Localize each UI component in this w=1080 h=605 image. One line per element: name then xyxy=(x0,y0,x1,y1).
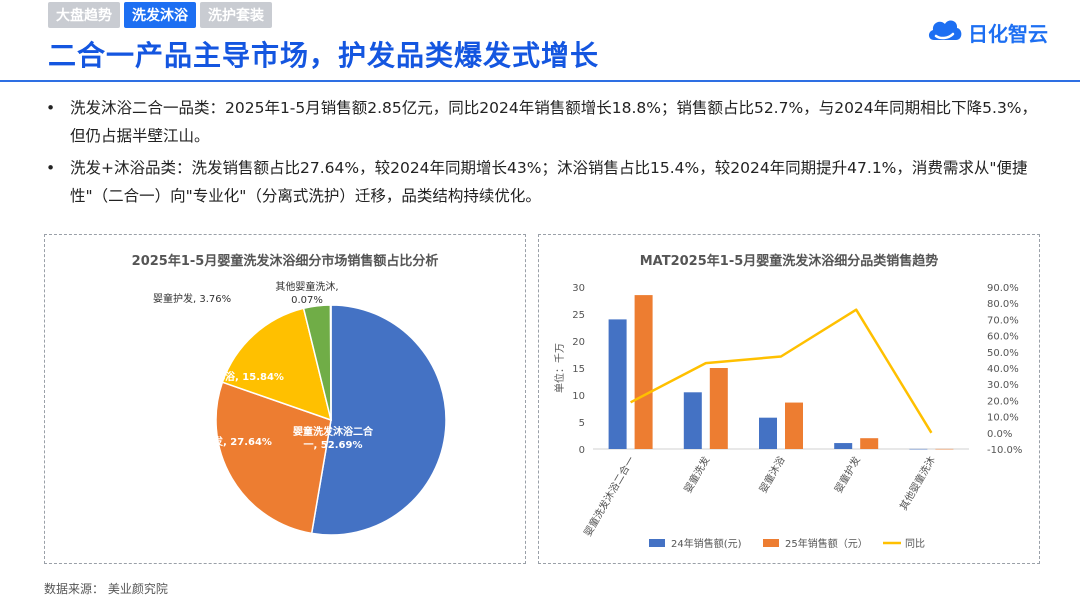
bar-0-0 xyxy=(608,319,627,449)
x-tick-label: 其他婴童洗沐 xyxy=(897,454,938,512)
tab-care-set[interactable]: 洗护套装 xyxy=(200,2,272,28)
pie-label-4: 其他婴童洗沐, 0.07% xyxy=(275,280,338,306)
bar-1-1 xyxy=(709,368,728,449)
data-source: 数据来源： 美业颜究院 xyxy=(44,582,168,596)
x-tick-label: 婴童沐浴 xyxy=(756,454,787,495)
bar-1-0 xyxy=(634,295,653,449)
bullet-list: 洗发沐浴二合一品类：2025年1-5月销售额2.85亿元，同比2024年销售额增… xyxy=(44,94,1044,214)
pie-slice-1 xyxy=(215,381,332,535)
y2-tick-label: 90.0% xyxy=(987,283,1019,294)
y2-tick-label: -10.0% xyxy=(987,445,1022,456)
bullet-item-shampoo-bath: 洗发+沐浴品类：洗发销售额占比27.64%，较2024年同期增长43%；沐浴销售… xyxy=(44,154,1044,210)
y2-tick-label: 20.0% xyxy=(987,396,1019,407)
pie-label-1: 婴童洗发, 27.64% xyxy=(183,435,272,448)
y2-tick-label: 0.0% xyxy=(987,429,1012,440)
bar-0-4 xyxy=(909,448,928,450)
logo: 日化智云 xyxy=(926,16,1048,48)
y-tick-label: 20 xyxy=(572,337,585,348)
legend-swatch-0 xyxy=(649,539,665,547)
x-tick-label: 婴童护发 xyxy=(832,454,863,495)
bullet-item-two-in-one: 洗发沐浴二合一品类：2025年1-5月销售额2.85亿元，同比2024年销售额增… xyxy=(44,94,1044,150)
y-axis-label: 单位：千万 xyxy=(553,343,566,393)
y-tick-label: 10 xyxy=(572,391,585,402)
legend-label-0: 24年销售额(元) xyxy=(671,537,742,550)
y-tick-label: 25 xyxy=(572,310,585,321)
pie-chart-panel: 2025年1-5月婴童洗发沐浴细分市场销售额占比分析婴童洗发沐浴二合一, 52.… xyxy=(44,234,526,564)
y-tick-label: 5 xyxy=(579,418,585,429)
bar-1-2 xyxy=(785,402,803,449)
y-tick-label: 30 xyxy=(572,283,585,294)
y-tick-label: 15 xyxy=(572,364,585,375)
x-tick-label: 婴童洗发 xyxy=(681,454,712,495)
x-tick-label: 婴童洗发沐浴二合一 xyxy=(581,454,637,538)
bar-0-3 xyxy=(834,443,853,449)
y2-tick-label: 60.0% xyxy=(987,332,1019,343)
y-tick-label: 0 xyxy=(579,445,585,456)
bar-line-chart: MAT2025年1-5月婴童洗发沐浴细分品类销售趋势 0 5 10 15 20 25 30 单位… xyxy=(553,253,1022,550)
pie-slice-4 xyxy=(329,304,332,421)
title-divider xyxy=(0,80,1080,82)
y2-tick-label: 80.0% xyxy=(987,299,1019,310)
cloud-logo-icon xyxy=(928,20,962,40)
y2-tick-label: 10.0% xyxy=(987,413,1019,424)
pie-slice-2 xyxy=(221,307,333,422)
logo-text: 日化智云 xyxy=(968,21,1048,46)
pie-label-3: 婴童护发, 3.76% xyxy=(153,292,231,305)
y2-tick-label: 50.0% xyxy=(987,348,1019,359)
bar-1-3 xyxy=(860,438,879,449)
yoy-line xyxy=(630,308,933,434)
pie-chart-title: 2025年1-5月婴童洗发沐浴细分市场销售额占比分析 xyxy=(132,253,439,269)
legend-swatch-1 xyxy=(763,539,779,547)
bar-chart-title: MAT2025年1-5月婴童洗发沐浴细分品类销售趋势 xyxy=(640,253,939,269)
pie-slice-0 xyxy=(310,304,447,536)
bar-0-1 xyxy=(683,392,702,449)
tab-shampoo-bath[interactable]: 洗发沐浴 xyxy=(124,2,196,28)
legend-label-1: 25年销售额（元） xyxy=(785,537,868,550)
bar-1-4 xyxy=(935,448,954,450)
tab-market-trend[interactable]: 大盘趋势 xyxy=(48,2,120,28)
bar-0-2 xyxy=(759,417,777,449)
tab-bar: 大盘趋势 洗发沐浴 洗护套装 xyxy=(48,2,272,28)
y2-tick-label: 40.0% xyxy=(987,364,1019,375)
pie-label-0: 婴童洗发沐浴二合一, 52.69% xyxy=(293,425,374,451)
y2-tick-label: 30.0% xyxy=(987,380,1019,391)
y2-tick-label: 70.0% xyxy=(987,315,1019,326)
page-title: 二合一产品主导市场，护发品类爆发式增长 xyxy=(48,39,600,72)
legend-label-2: 同比 xyxy=(905,538,925,550)
pie-label-2: 婴童沐浴, 15.84% xyxy=(195,370,284,383)
bar-chart-panel: MAT2025年1-5月婴童洗发沐浴细分品类销售趋势 0 5 10 15 20 25 30 单位… xyxy=(538,234,1040,564)
